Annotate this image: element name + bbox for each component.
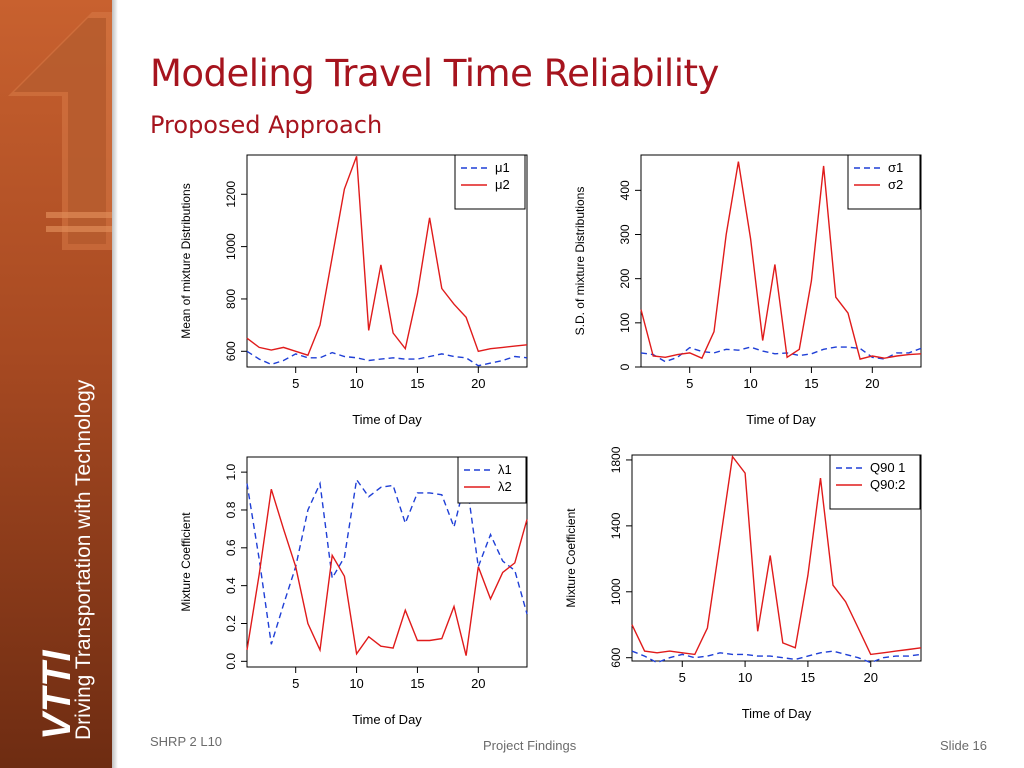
plot-frame	[640, 154, 922, 368]
legend-box	[457, 456, 527, 504]
legend-label: Q90:2	[870, 477, 905, 492]
y-axis-title: Mean of mixture Distributions	[179, 183, 193, 338]
y-tick-label: 0.8	[224, 501, 238, 518]
y-axis-title: Mixture Coefficient	[179, 512, 193, 612]
x-tick-label: 15	[801, 670, 815, 685]
x-tick-label: 20	[471, 376, 485, 391]
legend-label: λ1	[498, 462, 512, 477]
y-tick-label: 0	[618, 363, 632, 370]
legend-box	[847, 154, 921, 210]
y-tick-label: 100	[618, 313, 632, 333]
footer-section: Project Findings	[483, 738, 577, 753]
slide-number: Slide 16	[940, 738, 987, 753]
series-line-1	[246, 477, 528, 645]
x-tick-label: 20	[865, 376, 879, 391]
y-tick-label: 400	[618, 180, 632, 200]
x-tick-label: 10	[738, 670, 752, 685]
y-tick-label: 1800	[609, 446, 623, 473]
x-axis-title: Time of Day	[742, 706, 812, 721]
y-tick-label: 0.4	[224, 577, 238, 594]
x-tick-label: 5	[679, 670, 686, 685]
y-tick-label: 0.6	[224, 539, 238, 556]
chart-mean: 5 10 15 20 600 800 1000 1200 Time of Day Mean of …	[179, 154, 528, 427]
x-tick-label: 20	[864, 670, 878, 685]
y-tick-label: 1000	[224, 233, 238, 260]
y-tick-label: 800	[224, 289, 238, 309]
chart-mixture-coefficient: 5 10 15 20 0.0 0.2 0.4 0.6 0.8 1.0 Time of Day Mixt…	[179, 456, 528, 727]
logo-numeral-one-graphic	[8, 12, 112, 250]
x-tick-label: 10	[743, 376, 757, 391]
plot-frame	[246, 456, 528, 668]
x-tick-label: 20	[471, 676, 485, 691]
tagline: Driving Transportation with Technology	[72, 379, 95, 740]
legend-label: Q90 1	[870, 460, 905, 475]
chart-q90: 5 10 15 20 600 1000 1400 1800 Time of Day Mixture…	[564, 446, 922, 721]
series-line-2	[246, 156, 528, 357]
legend-label: σ2	[888, 177, 903, 192]
x-tick-label: 5	[292, 376, 299, 391]
y-axis-title: Mixture Coefficient	[564, 508, 578, 608]
series-line-1	[246, 350, 528, 367]
y-tick-label: 300	[618, 224, 632, 244]
x-axis-title: Time of Day	[352, 412, 422, 427]
y-tick-label: 1.0	[224, 463, 238, 480]
legend-label: σ1	[888, 160, 903, 175]
y-tick-label: 0.2	[224, 615, 238, 632]
y-tick-label: 1200	[224, 181, 238, 208]
x-tick-label: 5	[686, 376, 693, 391]
series-line-1	[640, 346, 922, 363]
legend-label: μ2	[495, 177, 510, 192]
x-tick-label: 15	[410, 676, 424, 691]
plot-frame	[631, 454, 922, 662]
slide-subtitle: Proposed Approach	[150, 111, 383, 139]
x-tick-label: 10	[349, 676, 363, 691]
x-tick-label: 10	[349, 376, 363, 391]
y-tick-label: 1400	[609, 512, 623, 539]
x-axis-title: Time of Day	[352, 712, 422, 727]
legend-box	[829, 454, 921, 510]
sidebar-band: VTTI Driving Transportation with Technol…	[0, 0, 112, 768]
plot-frame	[246, 154, 528, 368]
legend-label: μ1	[495, 160, 510, 175]
series-line-1	[631, 650, 922, 664]
y-tick-label: 200	[618, 268, 632, 288]
y-axis-title: S.D. of mixture Distributions	[573, 187, 587, 336]
y-tick-label: 1000	[609, 578, 623, 605]
x-tick-label: 5	[292, 676, 299, 691]
series-line-2	[640, 161, 922, 360]
sidebar-shadow	[112, 0, 118, 768]
legend-box	[454, 154, 526, 210]
legend-label: λ2	[498, 479, 512, 494]
slide-title: Modeling Travel Time Reliability	[150, 52, 719, 95]
series-line-2	[631, 454, 922, 656]
y-tick-label: 600	[609, 647, 623, 667]
x-tick-label: 15	[804, 376, 818, 391]
y-tick-label: 0.0	[224, 653, 238, 670]
x-tick-label: 15	[410, 376, 424, 391]
series-line-2	[246, 488, 528, 656]
y-tick-label: 600	[224, 341, 238, 361]
footer-program: SHRP 2 L10	[150, 734, 223, 749]
x-axis-title: Time of Day	[746, 412, 816, 427]
